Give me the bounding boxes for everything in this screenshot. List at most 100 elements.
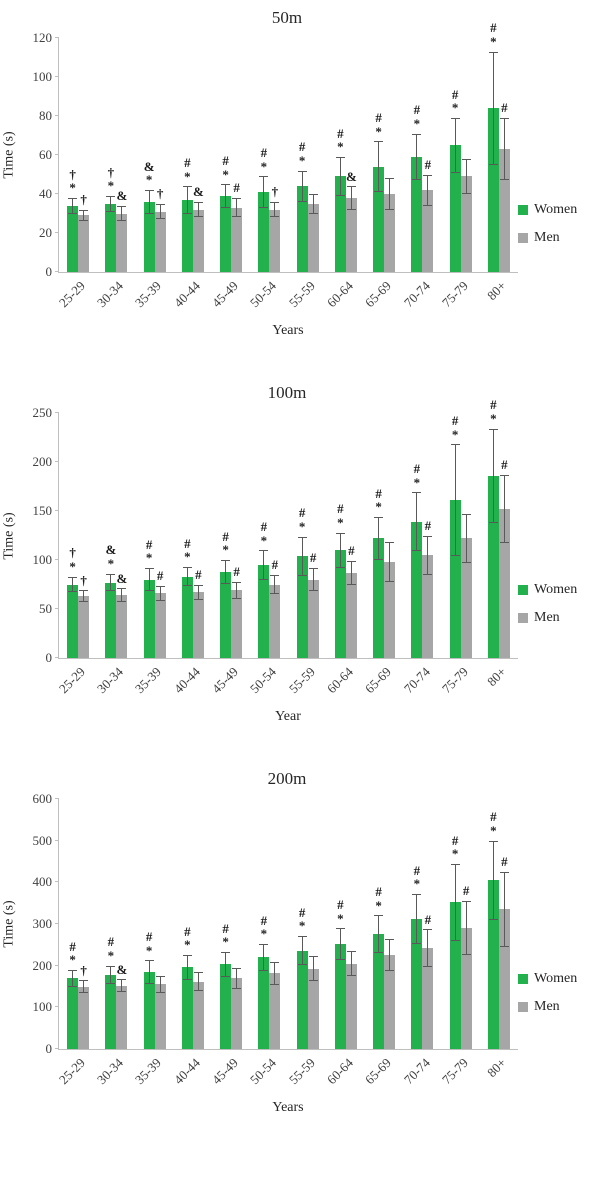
annotation-symbol: # bbox=[490, 809, 497, 825]
annotation-symbol: # bbox=[501, 854, 508, 870]
bar-men-60-64 bbox=[345, 197, 357, 272]
bar-slot: # * bbox=[296, 38, 308, 272]
bar-women-55-59 bbox=[296, 950, 308, 1049]
annotation-symbol: * bbox=[69, 180, 76, 196]
annotation-symbol: # bbox=[107, 934, 115, 950]
x-category-cell: 50-54 bbox=[247, 1052, 288, 1100]
annotation-symbol: † bbox=[156, 186, 164, 202]
legend-swatch-women bbox=[518, 204, 528, 215]
x-tick-label: 65-69 bbox=[362, 664, 395, 697]
bar-group-30-34: † * & bbox=[97, 38, 135, 272]
y-tick-mark bbox=[55, 964, 59, 966]
annotation-symbol: # bbox=[375, 485, 382, 501]
error-bar bbox=[297, 936, 307, 966]
bar-slot: # * bbox=[334, 38, 346, 272]
error-bar bbox=[346, 560, 356, 585]
y-tick-mark bbox=[55, 657, 59, 658]
bar-women-25-29 bbox=[67, 584, 79, 658]
x-tick-label: 45-49 bbox=[209, 278, 242, 311]
annotation-symbol: & bbox=[116, 570, 128, 586]
error-bar bbox=[374, 141, 384, 193]
legend-swatch-men bbox=[518, 613, 528, 623]
x-category-cell: 65-69 bbox=[362, 1052, 403, 1100]
bar-women-60-64 bbox=[334, 550, 346, 658]
x-category-cell: 80+ bbox=[480, 1052, 518, 1100]
error-bar bbox=[221, 560, 231, 584]
x-tick-label: 50-54 bbox=[247, 278, 280, 311]
bar-group-55-59: # * bbox=[289, 38, 327, 272]
annotation-symbol: # bbox=[451, 413, 459, 429]
bar-slot bbox=[460, 38, 472, 272]
bar-women-25-29 bbox=[67, 205, 79, 272]
x-category-cell: 70-74 bbox=[401, 1052, 441, 1100]
x-tick-label: 45-49 bbox=[209, 1055, 242, 1088]
bar-men-75-79 bbox=[460, 928, 472, 1049]
bar-women-50-54 bbox=[258, 192, 270, 272]
significance-annotation: # * bbox=[69, 939, 76, 968]
error-bar bbox=[346, 186, 356, 210]
annotation-symbol: * bbox=[260, 532, 268, 548]
bar-men-50-54 bbox=[269, 973, 281, 1049]
annotation-symbol: † bbox=[69, 545, 76, 561]
y-tick-label: 600 bbox=[32, 791, 53, 806]
bar-slot: # * bbox=[220, 413, 232, 658]
y-tick-mark bbox=[55, 193, 59, 194]
y-tick-label: 50 bbox=[39, 601, 52, 616]
annotation-symbol: & bbox=[105, 542, 117, 558]
plot-column: † * † † * & & * † # * & # * # # * † # * # * & # * # * # # * # * #0 20 40 60… bbox=[20, 21, 518, 339]
bar-women-55-59 bbox=[296, 186, 308, 272]
error-bar bbox=[232, 197, 242, 218]
annotation-symbol: * bbox=[451, 426, 459, 442]
bar-slot bbox=[460, 413, 472, 658]
annotation-symbol: # bbox=[424, 517, 432, 533]
bar-slot: & bbox=[116, 38, 128, 272]
bar-women-60-64 bbox=[334, 944, 346, 1049]
bar-slot: # bbox=[422, 38, 434, 272]
error-bar bbox=[423, 174, 433, 206]
significance-annotation: # * bbox=[452, 88, 459, 115]
bar-group-45-49: # * bbox=[212, 799, 250, 1049]
bar-men-35-39 bbox=[154, 984, 166, 1049]
significance-annotation: # * bbox=[375, 485, 382, 514]
error-bar bbox=[297, 536, 307, 576]
annotation-symbol: † bbox=[107, 164, 115, 180]
bar-slot: # bbox=[460, 799, 472, 1049]
legend-item-women: Women bbox=[518, 202, 606, 218]
significance-annotation: † * bbox=[108, 166, 115, 193]
bar-group-50-54: # * # bbox=[250, 413, 288, 658]
bar-men-40-44 bbox=[192, 981, 204, 1049]
error-bar bbox=[117, 979, 127, 992]
annotation-symbol: # bbox=[424, 156, 432, 172]
x-category-cell: 75-79 bbox=[439, 275, 479, 323]
annotation-symbol: # bbox=[337, 125, 344, 141]
annotation-symbol: * bbox=[490, 34, 497, 50]
annotation-symbol: * bbox=[145, 942, 153, 958]
significance-annotation: # * bbox=[108, 935, 115, 962]
bar-slot: # bbox=[269, 413, 281, 658]
annotation-symbol: # bbox=[222, 920, 229, 936]
significance-annotation: & bbox=[193, 185, 204, 199]
plot-column: † * † & * & # * # # * # # * # # * # # * # # * # # * # * # # * # * #0 50 100… bbox=[20, 398, 518, 725]
bar-women-35-39 bbox=[143, 579, 155, 658]
annotation-symbol: * bbox=[298, 518, 306, 534]
bar-slot bbox=[192, 799, 204, 1049]
bar-men-30-34 bbox=[116, 595, 128, 658]
annotation-symbol: * bbox=[69, 952, 76, 968]
annotation-symbol: * bbox=[222, 542, 229, 558]
annotation-symbol: # bbox=[184, 154, 191, 170]
bar-slot: # * bbox=[143, 413, 155, 658]
error-bar bbox=[117, 588, 127, 603]
bar-men-25-29 bbox=[78, 596, 90, 658]
annotation-symbol: # bbox=[501, 100, 508, 116]
bar-men-50-54 bbox=[269, 209, 281, 272]
y-tick-mark bbox=[55, 839, 59, 841]
bar-group-70-74: # * # bbox=[403, 799, 441, 1049]
bar-slot: # * bbox=[220, 38, 232, 272]
y-tick-mark bbox=[55, 461, 59, 462]
bar-women-70-74 bbox=[411, 156, 423, 272]
annotation-symbol: # bbox=[298, 904, 306, 920]
annotation-symbol: # bbox=[337, 896, 344, 912]
annotation-symbol: # bbox=[184, 535, 191, 551]
x-tick-label: 30-34 bbox=[94, 278, 127, 311]
significance-annotation: # * bbox=[261, 146, 268, 173]
